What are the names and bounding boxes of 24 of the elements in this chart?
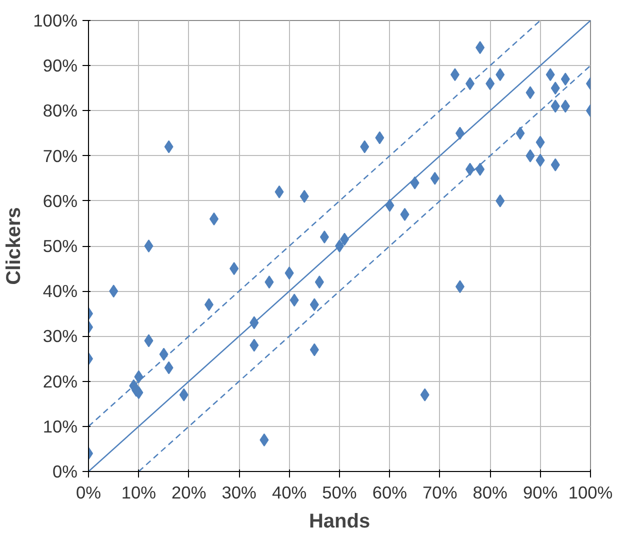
y-tick-label: 10% [42,416,78,436]
x-tick-label: 0% [76,482,102,502]
y-tick-label: 30% [42,326,78,346]
y-tick-label: 100% [33,10,78,30]
x-tick-label: 10% [121,482,156,502]
x-tick-label: 40% [272,482,307,502]
y-tick-label: 60% [42,190,78,211]
x-tick-label: 70% [422,482,458,502]
y-tick-label: 50% [42,236,78,256]
y-tick-label: 0% [52,462,78,482]
y-tick-label: 40% [42,281,78,302]
x-tick-label: 20% [172,482,206,502]
y-tick-label: 70% [42,146,78,166]
y-axis-title: Clickers [3,207,26,285]
x-axis-title: Hands [308,510,370,532]
x-tick-label: 90% [522,482,558,502]
x-tick-label: 80% [472,482,508,502]
x-tick-label: 50% [322,482,357,502]
x-tick-label: 60% [372,482,408,502]
x-tick-label: 100% [568,482,613,502]
y-tick-label: 20% [42,371,78,392]
y-tick-label: 90% [42,56,78,76]
x-tick-label: 30% [222,482,256,502]
y-tick-label: 80% [42,100,78,121]
